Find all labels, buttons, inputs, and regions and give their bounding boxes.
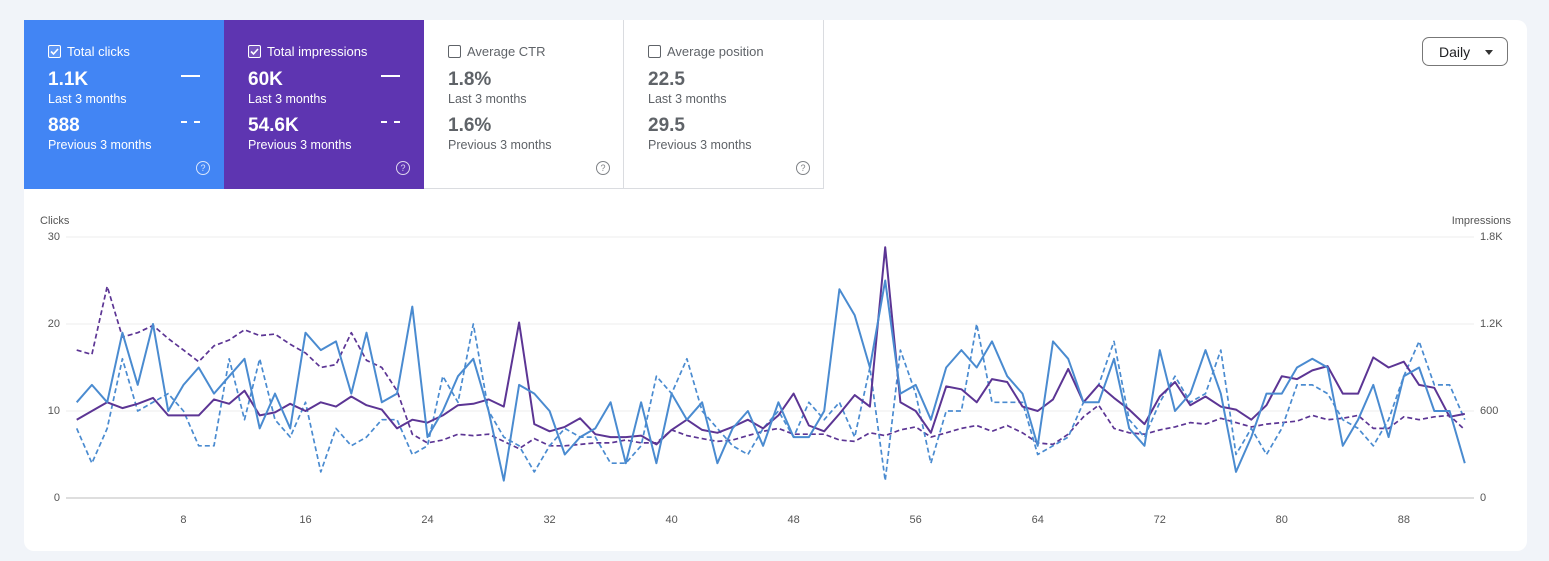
y-tick-label: 30 (48, 231, 60, 243)
metric-label: Average position (667, 44, 764, 59)
metric-value: 60K (248, 69, 283, 90)
checkbox[interactable] (48, 45, 61, 58)
metric-value: 1.8% (448, 69, 492, 90)
dashed-line (75, 323, 1466, 482)
metric-value: 22.5 (648, 69, 685, 90)
metric-card[interactable]: Average CTR 1.8% Last 3 months 1.6% Previous… (424, 20, 624, 189)
solid-line-key (381, 75, 400, 77)
metric-period: Last 3 months (448, 92, 527, 106)
dashed-line-key (381, 121, 400, 123)
x-tick-label: 80 (1276, 514, 1288, 526)
y2-tick-label: 600 (1480, 405, 1498, 417)
metric-label: Total clicks (67, 44, 130, 59)
metric-label: Average CTR (467, 44, 546, 59)
x-tick-label: 48 (788, 514, 800, 526)
check (50, 48, 59, 56)
checkbox[interactable] (448, 45, 461, 58)
x-tick-label: 24 (421, 514, 433, 526)
x-tick-label: 64 (1032, 514, 1044, 526)
metric-previous-value: 888 (48, 115, 80, 136)
x-tick-label: 88 (1398, 514, 1410, 526)
y-axis-label: Clicks (40, 215, 70, 227)
x-tick-label: 8 (180, 514, 186, 526)
metric-card[interactable]: Average position 22.5 Last 3 months 29.5 Pre… (624, 20, 824, 189)
x-tick-label: 40 (665, 514, 677, 526)
y2-tick-label: 1.2K (1480, 318, 1503, 330)
solid-line (75, 279, 1466, 482)
y2-tick-label: 0 (1480, 492, 1486, 504)
metric-previous-value: 1.6% (448, 115, 492, 136)
metric-card[interactable]: Total impressions 60K Last 3 months 54.6K Pr… (224, 20, 424, 189)
metric-period: Last 3 months (248, 92, 327, 106)
metric-period: Last 3 months (648, 92, 727, 106)
metric-card[interactable]: Total clicks 1.1K Last 3 months 888 Previous… (24, 20, 224, 189)
metric-previous-period: Previous 3 months (448, 138, 552, 152)
help-icon[interactable]: ? (396, 161, 410, 175)
y-tick-label: 10 (48, 405, 60, 417)
metric-previous-value: 54.6K (248, 115, 299, 136)
checkbox[interactable] (248, 45, 261, 58)
x-tick-label: 56 (910, 514, 922, 526)
y2-tick-label: 1.8K (1480, 231, 1503, 243)
metric-previous-period: Previous 3 months (48, 138, 152, 152)
granularity-text: Daily (1439, 44, 1471, 60)
metric-previous-period: Previous 3 months (648, 138, 752, 152)
solid-line-key (181, 75, 200, 77)
performance-panel: Daily Total clicks 1.1K Last 3 months 888 Pr… (24, 20, 1527, 551)
help-icon[interactable]: ? (596, 161, 610, 175)
help-icon[interactable]: ? (196, 161, 210, 175)
y-tick-label: 0 (54, 492, 60, 504)
caret (1485, 50, 1493, 55)
metric-value: 1.1K (48, 69, 89, 90)
metric-period: Last 3 months (48, 92, 127, 106)
dashed-line-key (181, 121, 200, 123)
check (250, 48, 259, 56)
x-tick-label: 32 (543, 514, 555, 526)
metric-previous-period: Previous 3 months (248, 138, 352, 152)
y2-axis-label: Impressions (1452, 215, 1512, 227)
y-tick-label: 20 (48, 318, 60, 330)
help-icon[interactable]: ? (796, 161, 810, 175)
metric-previous-value: 29.5 (648, 115, 685, 136)
checkbox[interactable] (648, 45, 661, 58)
granularity-dropdown[interactable]: Daily (1422, 37, 1508, 66)
metric-label: Total impressions (267, 44, 368, 59)
x-tick-label: 16 (299, 514, 311, 526)
x-tick-label: 72 (1154, 514, 1166, 526)
